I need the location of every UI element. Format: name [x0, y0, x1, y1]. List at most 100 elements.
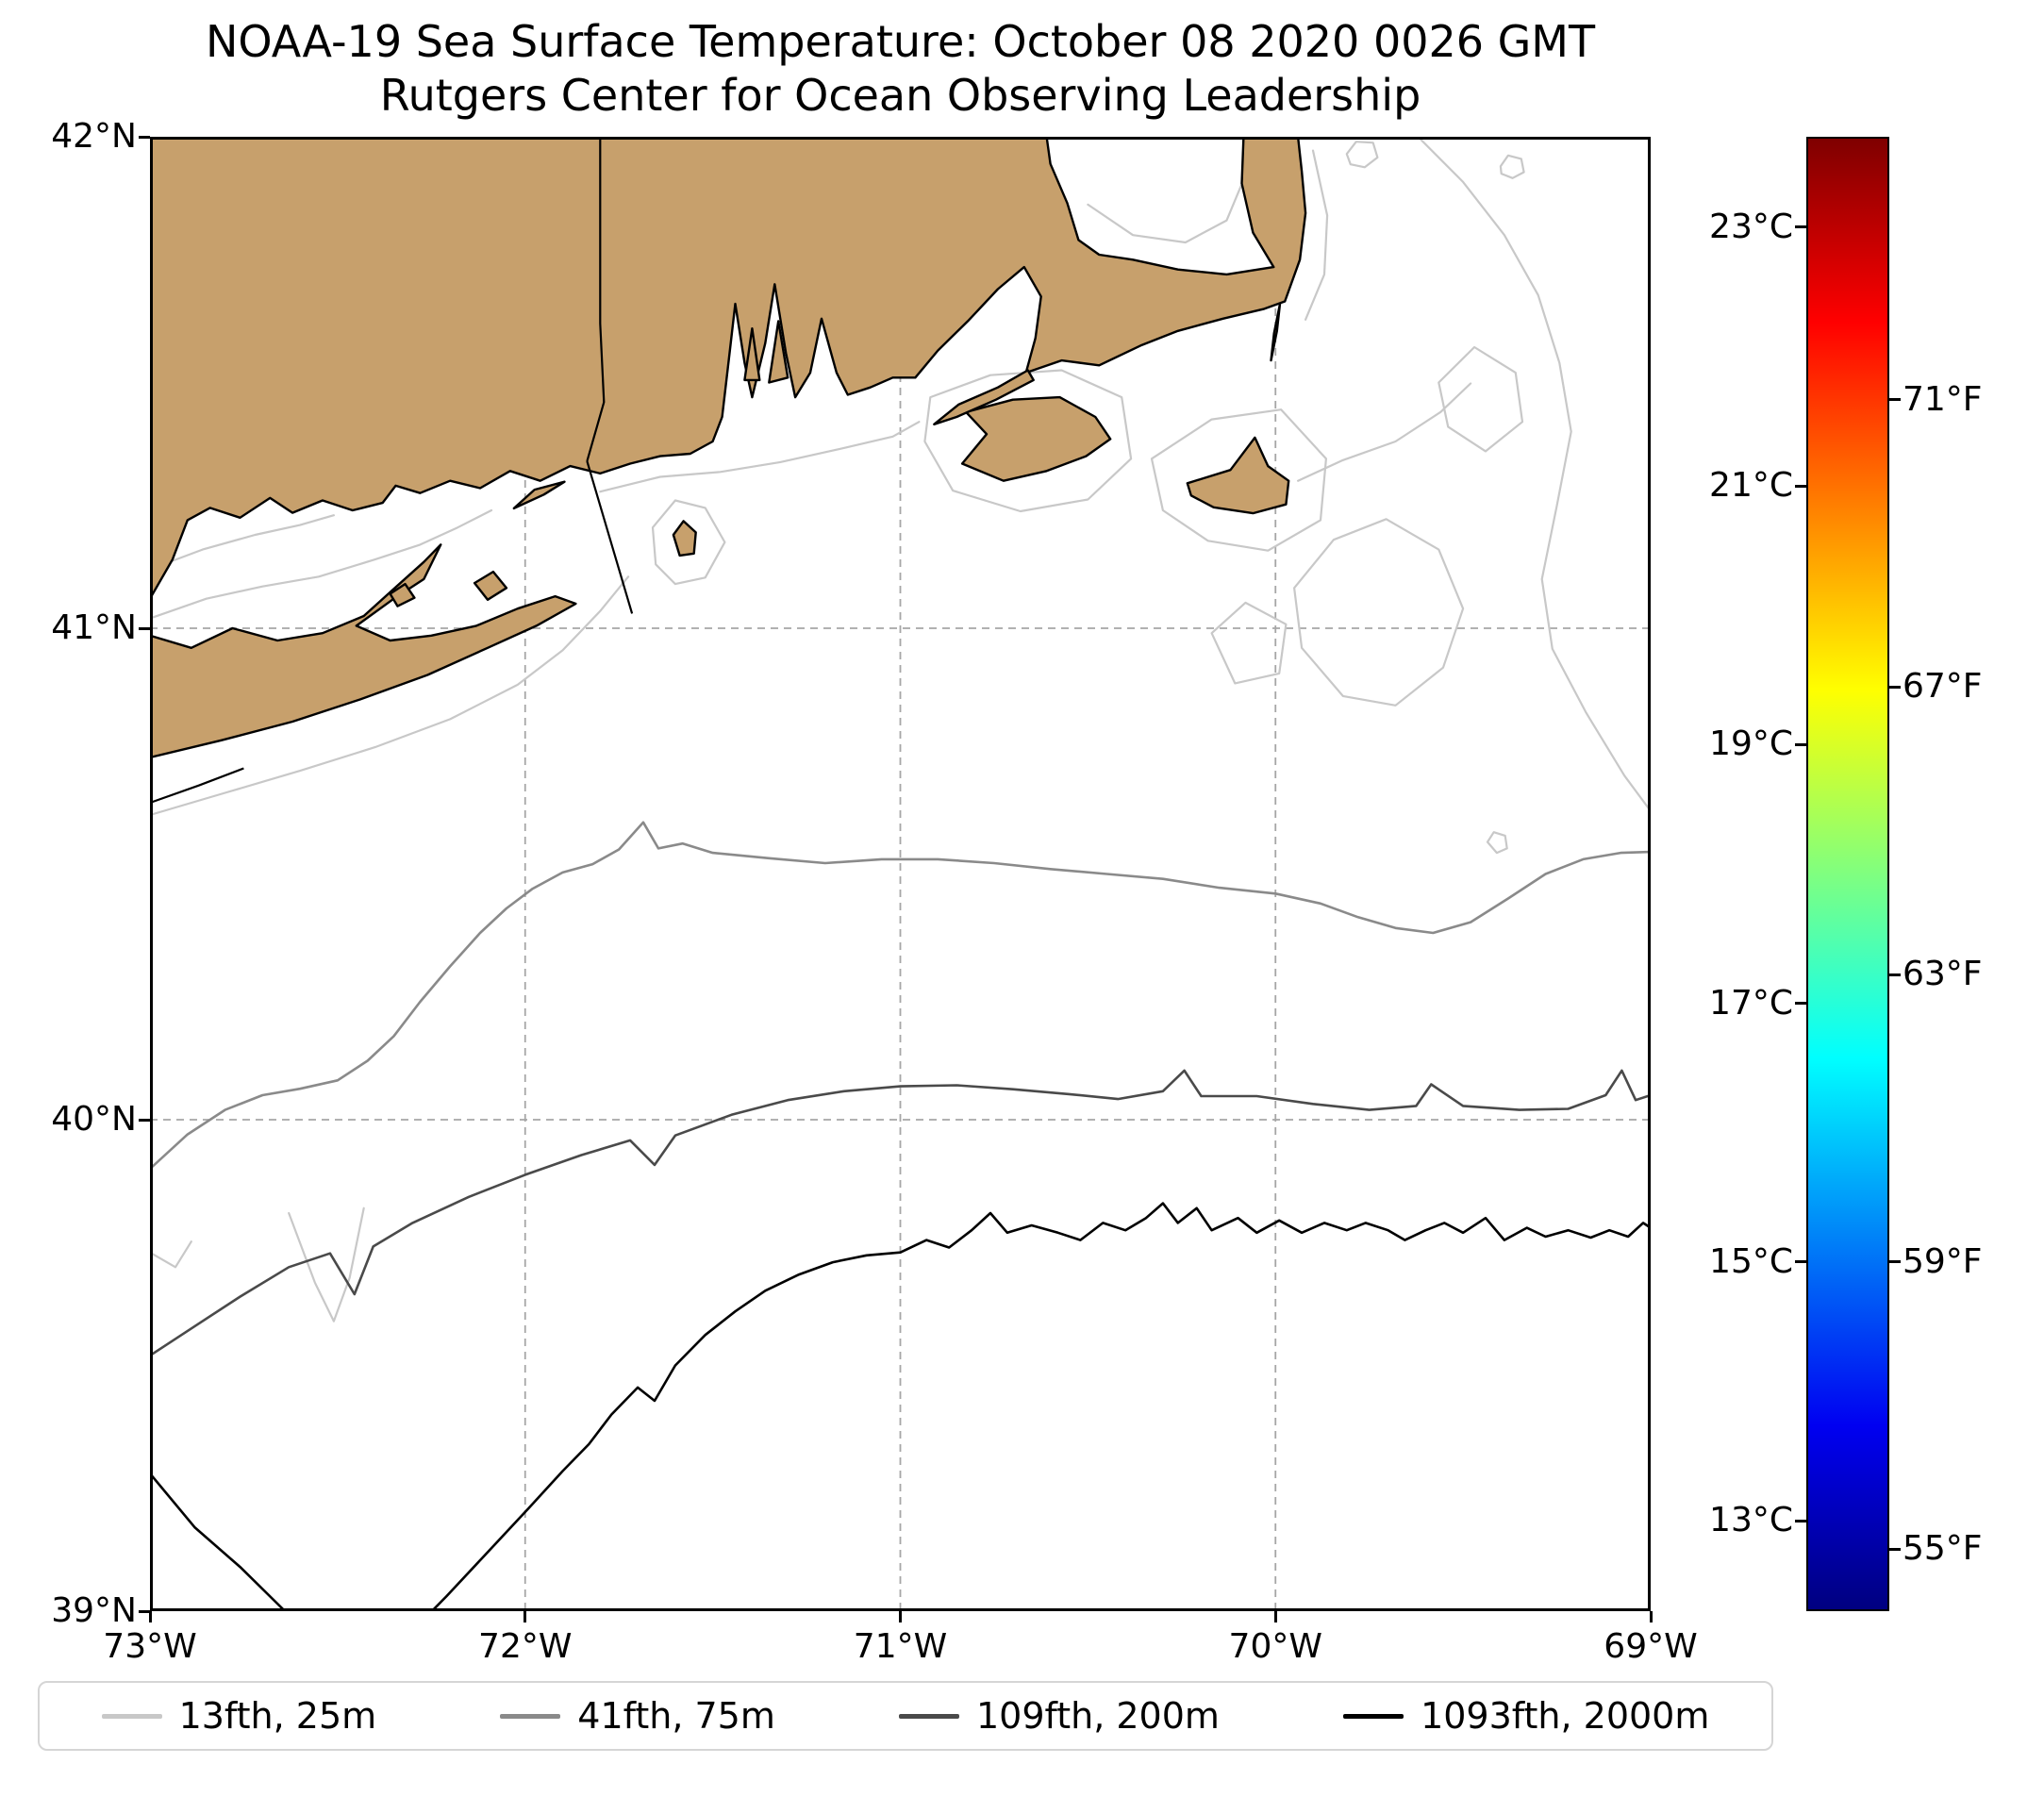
land-shape [1186, 436, 1290, 515]
colorbar-celsius-tick [1795, 225, 1806, 229]
colorbar-fahrenheit-label: 63°F [1903, 955, 1983, 994]
contour-41fth-75m-line [150, 821, 1651, 1171]
legend-item-label: 1093fth, 2000m [1421, 1695, 1710, 1737]
land-shape [743, 326, 761, 382]
legend-line-sample [500, 1713, 561, 1719]
land-shape [933, 369, 1035, 425]
colorbar-celsius-tick [1795, 742, 1806, 746]
contour-41fth-75m [150, 821, 1651, 1171]
legend-line-sample [101, 1713, 162, 1719]
x-tick-label: 72°W [478, 1627, 573, 1666]
contour-13fth-25m-line [1417, 137, 1651, 812]
y-tick-label: 40°N [51, 1100, 137, 1139]
colorbar-fahrenheit-tick [1889, 1260, 1901, 1264]
y-tick-mark [139, 135, 150, 139]
legend-item-label: 41fth, 75m [577, 1695, 775, 1737]
colorbar-celsius-label: 23°C [1709, 207, 1793, 246]
y-tick-label: 39°N [51, 1591, 137, 1630]
x-tick-mark [1273, 1611, 1277, 1622]
contour-13fth-25m-line [1296, 382, 1472, 482]
contour-13fth-25m-line [150, 508, 493, 620]
y-tick-label: 41°N [51, 608, 137, 647]
y-tick-mark [139, 1609, 150, 1613]
colorbar-celsius-tick [1795, 484, 1806, 488]
colorbar-celsius-label: 19°C [1709, 724, 1793, 764]
x-tick-mark [1649, 1611, 1653, 1622]
contour-13fth-25m-line [1210, 601, 1288, 685]
land-shape [389, 582, 416, 607]
state-border-line [150, 767, 244, 805]
map-plot-area [150, 137, 1651, 1611]
legend-item: 1093fth, 2000m [1343, 1695, 1709, 1737]
y-tick-mark [139, 626, 150, 630]
figure-title: NOAA-19 Sea Surface Temperature: October… [150, 15, 1651, 123]
contour-1093fth-2000m-line [150, 1202, 1651, 1611]
contour-13fth-25m-line [651, 499, 726, 586]
y-tick-mark [139, 1118, 150, 1122]
contour-13fth-25m-line [1150, 408, 1328, 552]
contour-13fth-25m-line [1304, 149, 1329, 321]
depth-contour-legend: 13fth, 25m 41fth, 75m 109fth, 200m 1093fth,… [38, 1681, 1773, 1751]
land-shape [150, 543, 577, 759]
state-borders [150, 137, 634, 805]
x-tick-label: 71°W [853, 1627, 948, 1666]
land [150, 137, 1307, 759]
colorbar-fahrenheit-label: 55°F [1903, 1529, 1983, 1569]
contour-1093fth-2000m [150, 1202, 1651, 1611]
colorbar-celsius-label: 21°C [1709, 466, 1793, 506]
colorbar-fahrenheit-tick [1889, 1547, 1901, 1551]
plot-frame [150, 137, 1651, 1611]
colorbar-celsius-label: 17°C [1709, 983, 1793, 1023]
y-tick-label: 42°N [51, 117, 137, 156]
x-tick-mark [148, 1611, 152, 1622]
colorbar-gradient [1806, 137, 1889, 1611]
legend-item: 109fth, 200m [899, 1695, 1220, 1737]
colorbar-celsius-label: 15°C [1709, 1241, 1793, 1281]
colorbar-fahrenheit-label: 71°F [1903, 379, 1983, 419]
x-tick-mark [523, 1611, 527, 1622]
legend-item: 41fth, 75m [500, 1695, 775, 1737]
state-border-line [586, 460, 634, 614]
legend-item-label: 109fth, 200m [976, 1695, 1220, 1737]
x-tick-mark [899, 1611, 902, 1622]
contour-13fth-25m-line [1087, 184, 1242, 244]
title-line-1: NOAA-19 Sea Surface Temperature: October… [205, 16, 1596, 67]
contour-13fth-25m-line [1499, 154, 1525, 179]
land-shape [150, 137, 1307, 600]
contour-13fth-25m-line [150, 575, 630, 817]
colorbar-fahrenheit-tick [1889, 973, 1901, 976]
legend-line-sample [899, 1713, 959, 1719]
state-border-line [586, 137, 606, 462]
contour-13fth-25m [150, 137, 1651, 1323]
contour-13fth-25m-line [1437, 345, 1524, 453]
colorbar-fahrenheit-label: 59°F [1903, 1241, 1983, 1281]
contour-13fth-25m-line [1486, 831, 1508, 855]
land-shape [768, 320, 789, 384]
land-shape [672, 520, 697, 557]
legend-item: 13fth, 25m [101, 1695, 376, 1737]
colorbar-celsius-tick [1795, 1260, 1806, 1264]
x-tick-label: 70°W [1228, 1627, 1322, 1666]
legend-line-sample [1343, 1713, 1404, 1719]
land-shape [473, 570, 508, 601]
contour-13fth-25m-line [150, 514, 335, 571]
x-tick-label: 73°W [103, 1627, 197, 1666]
colorbar-fahrenheit-tick [1889, 685, 1901, 689]
contour-13fth-25m-line [1292, 518, 1465, 707]
contour-13fth-25m-line [1345, 141, 1379, 169]
gridlines [150, 137, 1651, 1611]
colorbar-fahrenheit-label: 67°F [1903, 667, 1983, 707]
land-shape [512, 480, 566, 510]
map-canvas [150, 137, 1651, 1611]
colorbar-celsius-label: 13°C [1709, 1501, 1793, 1540]
contour-109fth-200m-line [150, 1069, 1651, 1357]
colorbar-celsius-tick [1795, 1002, 1806, 1006]
contour-13fth-25m-line [599, 421, 921, 493]
contour-13fth-25m-line [150, 1240, 192, 1269]
x-tick-label: 69°W [1604, 1627, 1698, 1666]
contour-109fth-200m [150, 1069, 1651, 1357]
land-shape [960, 395, 1112, 482]
colorbar-celsius-tick [1795, 1519, 1806, 1522]
land-shape [1270, 302, 1282, 362]
